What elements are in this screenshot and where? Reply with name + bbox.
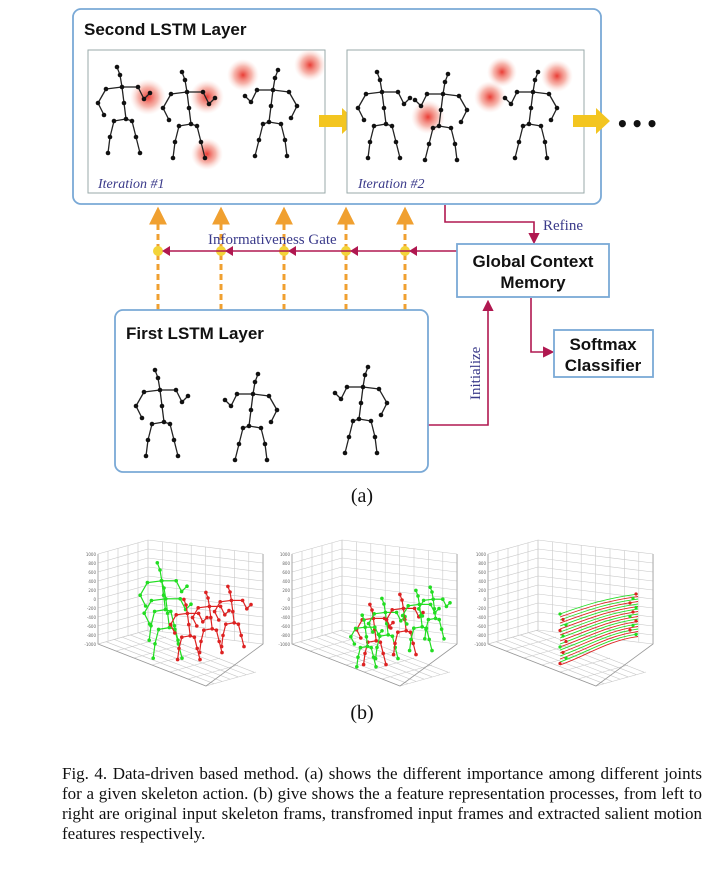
svg-text:-1000: -1000 [278, 642, 290, 647]
svg-text:800: 800 [478, 561, 486, 566]
svg-text:800: 800 [88, 561, 96, 566]
iteration-1-label: Iteration #1 [97, 177, 165, 192]
svg-text:600: 600 [88, 570, 96, 575]
svg-text:-600: -600 [281, 624, 291, 629]
svg-text:-600: -600 [87, 624, 97, 629]
softmax-title-line1: Softmax [569, 335, 637, 354]
svg-text:600: 600 [282, 570, 290, 575]
attention-glow [190, 80, 224, 114]
svg-text:-200: -200 [87, 606, 97, 611]
svg-text:400: 400 [282, 579, 290, 584]
skeleton-figure [133, 367, 191, 459]
svg-text:-600: -600 [477, 624, 487, 629]
ellipsis: ••• [616, 112, 660, 136]
svg-text:-200: -200 [477, 606, 487, 611]
skeleton-figure [222, 371, 280, 463]
svg-text:-400: -400 [87, 615, 97, 620]
svg-text:-400: -400 [281, 615, 291, 620]
svg-text:200: 200 [478, 588, 486, 593]
svg-text:-1000: -1000 [84, 642, 96, 647]
iteration-2-panel: Iteration #2 [346, 49, 585, 194]
classify-arrow [530, 298, 555, 358]
softmax-title-line2: Classifier [565, 356, 642, 375]
attention-glow [487, 57, 517, 87]
initialize-label: Initialize [468, 346, 484, 400]
svg-text:-1000: -1000 [474, 642, 486, 647]
svg-text:400: 400 [478, 579, 486, 584]
iteration-2-label: Iteration #2 [357, 177, 425, 192]
plot-salient-motion: 1000 800 600 400 200 0 -200 -400 -600 -800 -1000 [474, 539, 654, 687]
svg-text:-400: -400 [477, 615, 487, 620]
softmax-classifier: Softmax Classifier [553, 329, 654, 378]
attention-glow [411, 100, 445, 134]
svg-text:-800: -800 [477, 633, 487, 638]
global-context-memory: Global Context Memory [456, 243, 610, 298]
attention-glow [130, 79, 166, 115]
refine-arrow: Refine [444, 205, 583, 245]
memory-title-line2: Memory [500, 273, 566, 292]
svg-text:400: 400 [88, 579, 96, 584]
svg-text:-200: -200 [281, 606, 291, 611]
svg-text:-800: -800 [87, 633, 97, 638]
skeleton-figure [355, 69, 413, 161]
informativeness-gate-arrows [149, 206, 414, 310]
svg-text:800: 800 [282, 561, 290, 566]
flow-arrow-icon [573, 108, 610, 134]
first-lstm-layer-title: First LSTM Layer [126, 324, 264, 343]
svg-text:-800: -800 [281, 633, 291, 638]
svg-text:1000: 1000 [86, 552, 97, 557]
svg-text:200: 200 [282, 588, 290, 593]
second-lstm-layer-title: Second LSTM Layer [84, 20, 247, 39]
sublabel-b: (b) [350, 702, 373, 724]
second-lstm-layer: Second LSTM Layer Iteration #1 Iteration… [72, 8, 660, 205]
refine-label: Refine [543, 218, 583, 234]
skeleton-figure [502, 69, 560, 161]
attention-glow [227, 59, 259, 91]
skeleton-figure [160, 69, 218, 161]
figure-caption: Fig. 4. Data-driven based method. (a) sh… [62, 764, 702, 843]
svg-text:0: 0 [93, 597, 96, 602]
plot-original-frames: 1000 800 600 400 200 0 -200 -400 -600 -800 -1000 [84, 539, 264, 687]
attention-glow [294, 49, 326, 81]
skeleton-figure [332, 364, 390, 456]
memory-title-line1: Global Context [473, 252, 594, 271]
attention-glow [191, 138, 223, 170]
svg-text:0: 0 [483, 597, 486, 602]
skeleton-figure [242, 67, 300, 159]
sublabel-a: (a) [351, 485, 373, 507]
svg-text:600: 600 [478, 570, 486, 575]
attention-glow [474, 81, 506, 113]
iteration-1-panel: Iteration #1 [87, 49, 326, 194]
gate-label: Informativeness Gate [208, 232, 337, 248]
informativeness-gate: Informativeness Gate [162, 232, 457, 256]
plot-transformed-frames: 1000 800 600 400 200 0 -200 -400 -600 -800 -1000 [278, 539, 458, 687]
method-diagram: Second LSTM Layer Iteration #1 Iteration… [72, 8, 660, 724]
svg-text:0: 0 [287, 597, 290, 602]
svg-text:1000: 1000 [280, 552, 291, 557]
svg-text:1000: 1000 [476, 552, 487, 557]
initialize-arrow: Initialize [428, 299, 494, 426]
attention-glow [541, 60, 573, 92]
first-lstm-layer: First LSTM Layer [114, 309, 429, 473]
skeleton-figure [95, 64, 153, 156]
svg-text:200: 200 [88, 588, 96, 593]
skeleton-figure [412, 71, 470, 163]
